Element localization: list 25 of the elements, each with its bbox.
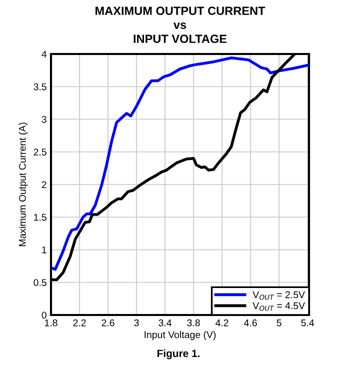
y-tick-label: 1.5 xyxy=(34,214,46,221)
x-tick-label: 2.6 xyxy=(102,319,114,326)
legend-label: V$_{OUT}$ = 2.5V xyxy=(252,291,305,300)
x-axis-title: Input Voltage (V) xyxy=(144,331,216,340)
x-tick-label: 4.2 xyxy=(216,319,228,326)
x-tick-label: 2.2 xyxy=(73,319,86,326)
chart-title: MAXIMUM OUTPUT CURRENT vs INPUT VOLTAGE xyxy=(96,6,266,44)
x-tick-label: 4.6 xyxy=(244,319,257,326)
x-tick-label: 1.8 xyxy=(44,319,58,326)
y-tick-label: 2.5 xyxy=(34,148,46,156)
x-tick-label: 3 xyxy=(134,319,139,326)
y-axis-title: Maximum Output Current (A) xyxy=(18,122,28,246)
y-tick-label: 4 xyxy=(42,50,47,58)
x-tick-label: 5.4 xyxy=(301,320,314,326)
caption: Figure 1. xyxy=(157,349,200,360)
y-tick-label: 3.5 xyxy=(34,83,46,90)
y-tick-label: 3 xyxy=(42,116,46,123)
x-tick-label: 3.4 xyxy=(158,319,172,326)
x-tick-label: 3.8 xyxy=(187,319,200,326)
y-tick-label: 0.5 xyxy=(34,279,46,286)
y-tick-label: 2 xyxy=(42,181,46,188)
y-tick-label: 0 xyxy=(42,312,46,319)
legend-label: V$_{OUT}$ = 4.5V xyxy=(252,302,305,311)
y-tick-label: 1 xyxy=(42,246,46,254)
x-tick-label: 5 xyxy=(276,320,282,326)
